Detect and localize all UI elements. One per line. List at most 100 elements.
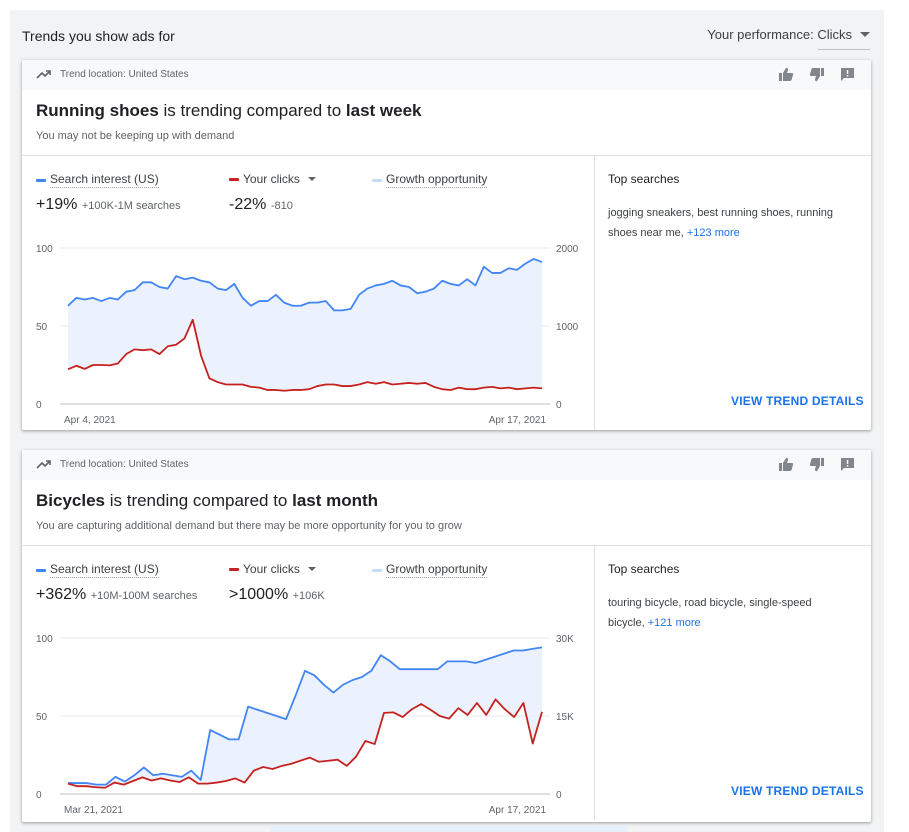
thumbs-up-icon[interactable] [778,67,794,82]
stat-detail: +100K-1M searches [81,200,181,212]
y-tick-label-right: 0 [556,400,562,411]
title-connector: is trending compared to [158,101,346,120]
stat-search-interest: +19% +100K-1M searches [36,196,181,214]
legend-growth-opportunity: Growth opportunity [372,562,488,578]
y-tick-label-right: 1000 [556,322,579,333]
card-column-divider [594,546,595,820]
more-searches-link[interactable]: +123 more [686,227,740,239]
thumbs-down-icon[interactable] [809,457,825,472]
card-column-divider [594,156,595,430]
performance-dropdown[interactable]: Your performance: Clicks [707,27,870,42]
trend-location: Trend location: United States [60,459,189,470]
card-subtitle: You may not be keeping up with demand [36,130,235,142]
legend-label: Search interest (US) [50,562,159,578]
card-divider [22,545,871,546]
legend-swatch-search [36,178,46,182]
trend-card-bicycles: Trend location: United States Bicycles i… [22,450,871,822]
stat-detail: -810 [270,200,293,212]
report-issue-icon[interactable] [840,67,855,82]
legend-label: Growth opportunity [386,172,488,188]
top-searches-title: Top searches [608,172,680,186]
y-tick-label-left: 100 [36,634,53,645]
x-tick-label-end: Apr 17, 2021 [489,805,547,816]
trends-page: Trends you show ads for Your performance… [10,10,884,832]
view-trend-details-button[interactable]: VIEW TREND DETAILS [731,394,864,408]
top-searches-list: jogging sneakers, best running shoes, ru… [608,203,848,243]
trend-location: Trend location: United States [60,69,189,80]
y-tick-label-left: 0 [36,400,42,411]
stat-value: >1000% [229,586,289,603]
page-header: Trends you show ads for Your performance… [10,10,884,58]
trending-up-icon [36,70,51,79]
legend-label: Your clicks [243,562,300,576]
legend-search-interest: Search interest (US) [36,172,159,188]
legend-swatch-growth [372,568,382,572]
page-title: Trends you show ads for [22,28,175,44]
stat-detail: +106K [292,590,325,602]
legend-label: Search interest (US) [50,172,159,188]
stat-value: -22% [229,196,267,213]
trend-chart: 100 50 0 2000 1000 0 Apr 4, 2021 Apr 17, 2021 [36,244,579,426]
legend-your-clicks[interactable]: Your clicks [229,172,316,186]
legend-label: Growth opportunity [386,562,488,578]
y-tick-label-left: 50 [36,322,48,333]
legend-swatch-growth [372,178,382,182]
series-line-search-interest [68,646,543,786]
view-trend-details-button[interactable]: VIEW TREND DETAILS [731,784,864,798]
top-searches-list: touring bicycle, road bicycle, single-sp… [608,593,848,633]
card-title: Bicycles is trending compared to last mo… [36,491,378,511]
report-issue-icon[interactable] [840,457,855,472]
stat-search-interest: +362% +10M-100M searches [36,586,197,604]
trend-term: Bicycles [36,491,105,510]
card-subtitle: You are capturing additional demand but … [36,520,462,532]
dropdown-arrow-icon [307,177,316,181]
series-line-search-interest [67,258,543,312]
y-tick-label-left: 100 [36,244,53,255]
trend-period: last month [292,491,379,510]
trending-up-icon [36,460,51,469]
legend-search-interest: Search interest (US) [36,562,159,578]
card-title: Running shoes is trending compared to la… [36,101,422,121]
y-tick-label-right: 15K [556,712,574,723]
dropdown-arrow-icon [307,567,316,571]
card-topbar: Trend location: United States [22,60,871,90]
card-topbar: Trend location: United States [22,450,871,480]
y-tick-label-right: 2000 [556,244,579,255]
x-tick-label-end: Apr 17, 2021 [489,415,547,426]
stat-detail: +10M-100M searches [90,590,198,602]
legend-swatch-search [36,568,46,572]
growth-opportunity-area [68,258,542,391]
x-tick-label-start: Apr 4, 2021 [64,415,116,426]
thumbs-up-icon[interactable] [778,457,794,472]
top-searches-items: touring bicycle, road bicycle, single-sp… [608,597,812,629]
stat-your-clicks: -22% -810 [229,196,293,214]
trend-chart: 100 50 0 30K 15K 0 Mar 21, 2021 Apr 17, 2021 [36,634,574,816]
more-searches-link[interactable]: +121 more [647,617,701,629]
series-line-your-clicks [67,698,543,789]
card-divider [22,155,871,156]
performance-dropdown-underline [818,49,870,50]
top-searches-title: Top searches [608,562,680,576]
dropdown-arrow-icon [860,32,870,37]
legend-your-clicks[interactable]: Your clicks [229,562,316,576]
stat-value: +362% [36,586,87,603]
y-tick-label-left: 50 [36,712,48,723]
legend-growth-opportunity: Growth opportunity [372,172,488,188]
legend-swatch-clicks [229,177,239,181]
thumbs-down-icon[interactable] [809,67,825,82]
y-tick-label-right: 0 [556,790,562,801]
y-tick-label-left: 0 [36,790,42,801]
trend-term: Running shoes [36,101,159,120]
title-connector: is trending compared to [105,491,293,510]
legend-label: Your clicks [243,172,300,186]
x-tick-label-start: Mar 21, 2021 [64,805,123,816]
trend-card-running-shoes: Trend location: United States Running sh… [22,60,871,430]
top-searches-items: jogging sneakers, best running shoes, ru… [608,207,834,239]
growth-opportunity-area [68,647,542,788]
bottom-scroll-hint [270,826,628,832]
performance-dropdown-label: Your performance: Clicks [707,27,852,42]
trend-period: last week [345,101,422,120]
y-tick-label-right: 30K [556,634,574,645]
series-line-your-clicks [67,318,543,392]
stat-your-clicks: >1000% +106K [229,586,325,604]
